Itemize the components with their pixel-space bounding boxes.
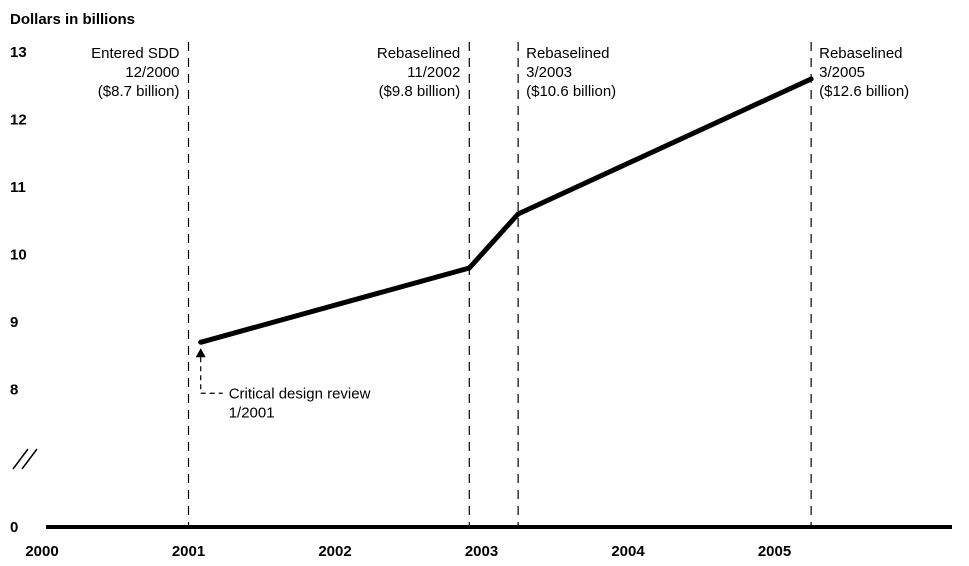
series-line [198, 76, 814, 345]
annotation-label: Critical design review [229, 385, 371, 402]
x-tick-label: 2000 [25, 543, 58, 560]
rebaseline-markers: Entered SDD 12/2000 ($8.7 billion) Rebaseli… [91, 42, 909, 527]
y-tick-label: 8 [10, 382, 18, 399]
marker-label: Entered SDD [91, 45, 180, 62]
y-tick-label: 0 [10, 519, 18, 536]
data-point [808, 76, 814, 82]
x-tick-label: 2005 [758, 543, 791, 560]
marker-label: ($8.7 billion) [98, 83, 180, 100]
marker-label: Rebaselined [819, 45, 902, 62]
x-tick-labels: 2000 2001 2002 2003 2004 2005 [25, 543, 791, 560]
marker-label: ($12.6 billion) [819, 83, 909, 100]
axis-break-stroke [12, 448, 29, 470]
axis-break-symbol [12, 448, 38, 470]
annotation-label: 1/2001 [229, 404, 275, 421]
y-tick-label: 12 [10, 112, 27, 129]
data-point [198, 339, 204, 345]
marker-label: Rebaselined [526, 45, 609, 62]
data-point [466, 265, 472, 271]
arrow-head-icon [195, 348, 206, 358]
marker-label: 3/2003 [526, 64, 572, 81]
x-tick-label: 2003 [465, 543, 498, 560]
x-tick-label: 2002 [318, 543, 351, 560]
marker-label: Rebaselined [377, 45, 460, 62]
marker-label: ($9.8 billion) [379, 83, 461, 100]
cost-series-line [200, 76, 813, 345]
y-tick-label: 9 [10, 314, 18, 331]
critical-design-review-annotation: Critical design review 1/2001 [195, 348, 371, 421]
y-tick-label: 10 [10, 247, 27, 264]
marker-label: 11/2002 [407, 64, 460, 81]
marker-label: 12/2000 [125, 64, 179, 81]
x-tick-label: 2001 [172, 543, 205, 560]
y-tick-label: 13 [10, 44, 27, 61]
axis-break-stroke [21, 448, 38, 470]
annotation-leader-line [200, 357, 223, 394]
marker-label: ($10.6 billion) [526, 83, 616, 100]
y-axis-label: Dollars in billions [10, 11, 135, 28]
data-point [515, 211, 521, 217]
y-tick-labels: 13 12 11 10 9 8 0 [10, 44, 27, 536]
x-tick-label: 2004 [611, 543, 645, 560]
y-tick-label: 11 [10, 179, 26, 196]
marker-label: 3/2005 [819, 64, 865, 81]
